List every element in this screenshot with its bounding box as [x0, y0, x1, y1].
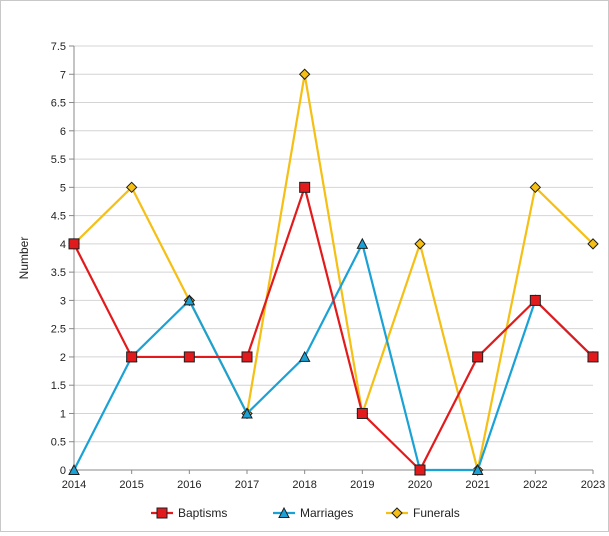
y-tick-label: 6.5: [51, 98, 66, 110]
baptisms-point: [241, 351, 253, 363]
marriages-point: [471, 463, 484, 475]
y-tick-label: 3: [60, 295, 66, 307]
marriages-point: [356, 237, 369, 249]
legend-item-baptisms: Baptisms: [151, 506, 227, 520]
axes: [73, 46, 593, 471]
y-tick-label: 5: [60, 182, 66, 194]
funerals-point: [414, 238, 426, 250]
baptisms-point: [299, 181, 311, 193]
x-tick-label: 2014: [62, 479, 86, 491]
baptisms-point: [529, 294, 541, 306]
y-tick-label: 0: [60, 465, 66, 477]
y-tick-label: 4: [60, 239, 66, 251]
funerals-point: [125, 181, 138, 194]
y-tick-label: 1.5: [51, 380, 66, 392]
x-tick-label: 2021: [465, 479, 489, 491]
x-tick-label: 2022: [523, 479, 547, 491]
legend-label: Funerals: [413, 506, 460, 520]
baptisms-point: [183, 351, 195, 363]
baptisms-point: [126, 351, 138, 363]
x-tick-label: 2018: [292, 479, 316, 491]
x-tick-label: 2023: [581, 479, 605, 491]
x-axis-ticks: 2014 2015 2016 2017 2018 2019 2020 2021 2022 2023: [62, 470, 605, 491]
legend-label: Marriages: [300, 506, 353, 520]
marriages-point: [298, 350, 311, 362]
series-baptisms: [68, 181, 599, 476]
y-tick-label: 0.5: [51, 437, 66, 449]
y-tick-label: 5.5: [51, 154, 66, 166]
x-tick-label: 2016: [177, 479, 201, 491]
y-tick-label: 6: [60, 126, 66, 138]
marriages-point: [183, 294, 196, 306]
y-tick-label: 7.5: [51, 41, 66, 53]
x-tick-label: 2017: [235, 479, 259, 491]
y-tick-label: 2: [60, 352, 66, 364]
baptisms-point: [68, 238, 80, 250]
funerals-point: [587, 238, 599, 250]
funerals-point: [529, 181, 542, 194]
legend-swatch-marker: [391, 507, 403, 519]
funerals-point: [298, 68, 311, 80]
baptisms-point: [414, 464, 426, 476]
y-tick-label: 7: [60, 69, 66, 81]
legend-swatch-marker: [278, 506, 290, 518]
baptisms-point: [587, 351, 599, 363]
legend-swatch-marker: [156, 507, 168, 519]
x-tick-label: 2020: [408, 479, 432, 491]
y-tick-label: 2.5: [51, 324, 66, 336]
legend-label: Baptisms: [178, 506, 227, 520]
marriages-point: [241, 407, 253, 419]
y-axis-ticks: 0 0.5 1 1.5 2 2.5 3 3.5 4 4.5 5 5.5 6 6.5 7 7.5: [51, 41, 74, 477]
baptisms-point: [356, 407, 368, 419]
marriages-point: [68, 463, 80, 475]
x-tick-label: 2019: [350, 479, 374, 491]
y-tick-label: 1: [60, 408, 66, 420]
y-tick-label: 3.5: [51, 267, 66, 279]
baptisms-line: [73, 186, 594, 472]
y-tick-label: 4.5: [51, 211, 66, 223]
gridlines: [74, 45, 593, 471]
series-lines: [68, 68, 599, 476]
y-axis-label: Number: [17, 237, 31, 280]
legend-item-marriages: Marriages: [273, 506, 353, 520]
x-tick-label: 2015: [119, 479, 143, 491]
baptisms-point: [472, 351, 484, 363]
legend: Baptisms Marriages Funerals: [151, 506, 460, 520]
legend-item-funerals: Funerals: [386, 506, 460, 520]
